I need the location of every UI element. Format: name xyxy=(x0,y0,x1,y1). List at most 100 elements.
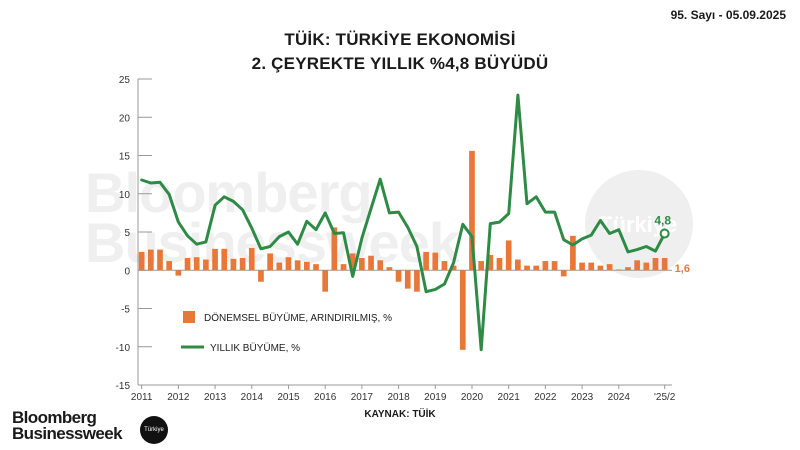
logo-badge: Türkiye xyxy=(140,416,168,444)
annotation-donemsel: 1,6 xyxy=(675,263,690,275)
bar xyxy=(459,270,466,350)
bar xyxy=(469,150,475,271)
title-line-1: TÜİK: TÜRKİYE EKONOMİSİ xyxy=(284,30,516,49)
bar xyxy=(542,261,549,271)
title-line-2: 2. ÇEYREKTE YILLIK %4,8 BÜYÜDÜ xyxy=(251,54,549,73)
bar xyxy=(515,259,521,271)
x-tick-label: 2014 xyxy=(241,392,264,403)
bar xyxy=(166,261,173,271)
bar xyxy=(652,258,659,271)
bar xyxy=(606,264,613,271)
bar xyxy=(386,267,393,271)
bar xyxy=(203,259,209,271)
x-tick-label: 2019 xyxy=(424,392,447,403)
bar xyxy=(285,257,292,271)
logo-line-1: Bloomberg xyxy=(12,408,97,427)
bar xyxy=(148,249,154,271)
bar xyxy=(432,252,439,271)
bloomberg-businessweek-logo: Bloomberg Businessweek xyxy=(12,408,123,443)
x-tick-label: 2020 xyxy=(461,392,484,403)
x-tick-label: 2016 xyxy=(314,392,337,403)
bar xyxy=(230,258,237,271)
bar xyxy=(377,260,384,271)
x-tick-label: 2024 xyxy=(608,392,631,403)
x-tick-label: 2023 xyxy=(571,392,594,403)
y-tick-label: 0 xyxy=(124,266,130,277)
bar xyxy=(570,235,576,271)
bar xyxy=(340,264,347,271)
bar xyxy=(441,261,448,271)
bar xyxy=(643,262,650,271)
bar xyxy=(303,261,310,271)
y-tick-label: 15 xyxy=(119,152,131,163)
y-tick-label: 20 xyxy=(119,113,131,124)
bar xyxy=(193,257,200,271)
bar xyxy=(597,265,604,271)
x-tick-label: 2018 xyxy=(387,392,410,403)
bar xyxy=(368,255,374,271)
bar xyxy=(579,262,585,271)
bar xyxy=(212,248,218,271)
bar xyxy=(184,258,191,271)
chart-title: TÜİK: TÜRKİYE EKONOMİSİ 2. ÇEYREKTE YILL… xyxy=(0,28,800,76)
bar xyxy=(505,240,512,271)
annotation-yillik: 4,8 xyxy=(654,214,671,228)
logo-line-2: Businessweek xyxy=(12,424,123,443)
bar xyxy=(349,253,356,271)
issue-date: 95. Sayı - 05.09.2025 xyxy=(670,8,786,22)
bar xyxy=(496,258,503,271)
watermark-line-1: Bloomberg xyxy=(85,161,373,224)
y-tick-label: -10 xyxy=(116,343,131,354)
bar xyxy=(524,265,530,271)
last-point-marker xyxy=(659,228,670,239)
growth-line xyxy=(140,93,667,352)
bar xyxy=(588,262,595,271)
watermark-circle: Türkiye xyxy=(585,170,693,278)
source-label: KAYNAK: TÜİK xyxy=(364,409,436,420)
x-tick-label: 2013 xyxy=(204,392,227,403)
bar xyxy=(331,227,338,271)
bar xyxy=(478,261,484,271)
x-tick-label: '25/2 xyxy=(654,392,676,403)
bar xyxy=(615,269,622,271)
x-tick-label: 2017 xyxy=(351,392,374,403)
x-tick-label: 2015 xyxy=(277,392,300,403)
bar xyxy=(267,253,273,271)
bar xyxy=(221,248,228,271)
bar xyxy=(625,267,631,271)
bar xyxy=(276,262,283,271)
bar xyxy=(258,270,264,282)
bar xyxy=(294,260,301,271)
bar xyxy=(248,248,255,271)
x-tick-label: 2021 xyxy=(498,392,521,403)
bar xyxy=(450,265,457,271)
bar xyxy=(322,270,329,292)
bar xyxy=(414,270,420,292)
legend-line-label: YILLIK BÜYÜME, % xyxy=(210,342,300,354)
bar xyxy=(404,270,411,289)
y-tick-label: 10 xyxy=(119,190,131,201)
bar xyxy=(634,260,640,271)
bar xyxy=(661,258,668,271)
y-tick-label: 25 xyxy=(119,75,131,86)
bar xyxy=(239,258,246,271)
bar xyxy=(551,261,558,271)
bar xyxy=(560,270,567,277)
bar xyxy=(138,251,145,271)
x-tick-label: 2011 xyxy=(131,392,153,403)
bar xyxy=(175,270,182,276)
bar xyxy=(423,251,429,271)
legend-bar-label: DÖNEMSEL BÜYÜME, ARINDIRILMIŞ, % xyxy=(204,312,392,324)
x-tick-label: 2022 xyxy=(534,392,557,403)
y-tick-label: -5 xyxy=(121,305,130,316)
bar xyxy=(395,270,402,282)
bar xyxy=(487,254,494,271)
x-tick-label: 2012 xyxy=(167,392,190,403)
bar xyxy=(533,265,540,271)
legend-bar-swatch xyxy=(183,311,195,323)
bar xyxy=(313,264,319,271)
bar xyxy=(157,249,163,271)
y-tick-label: -15 xyxy=(116,381,131,392)
bar xyxy=(359,258,365,271)
